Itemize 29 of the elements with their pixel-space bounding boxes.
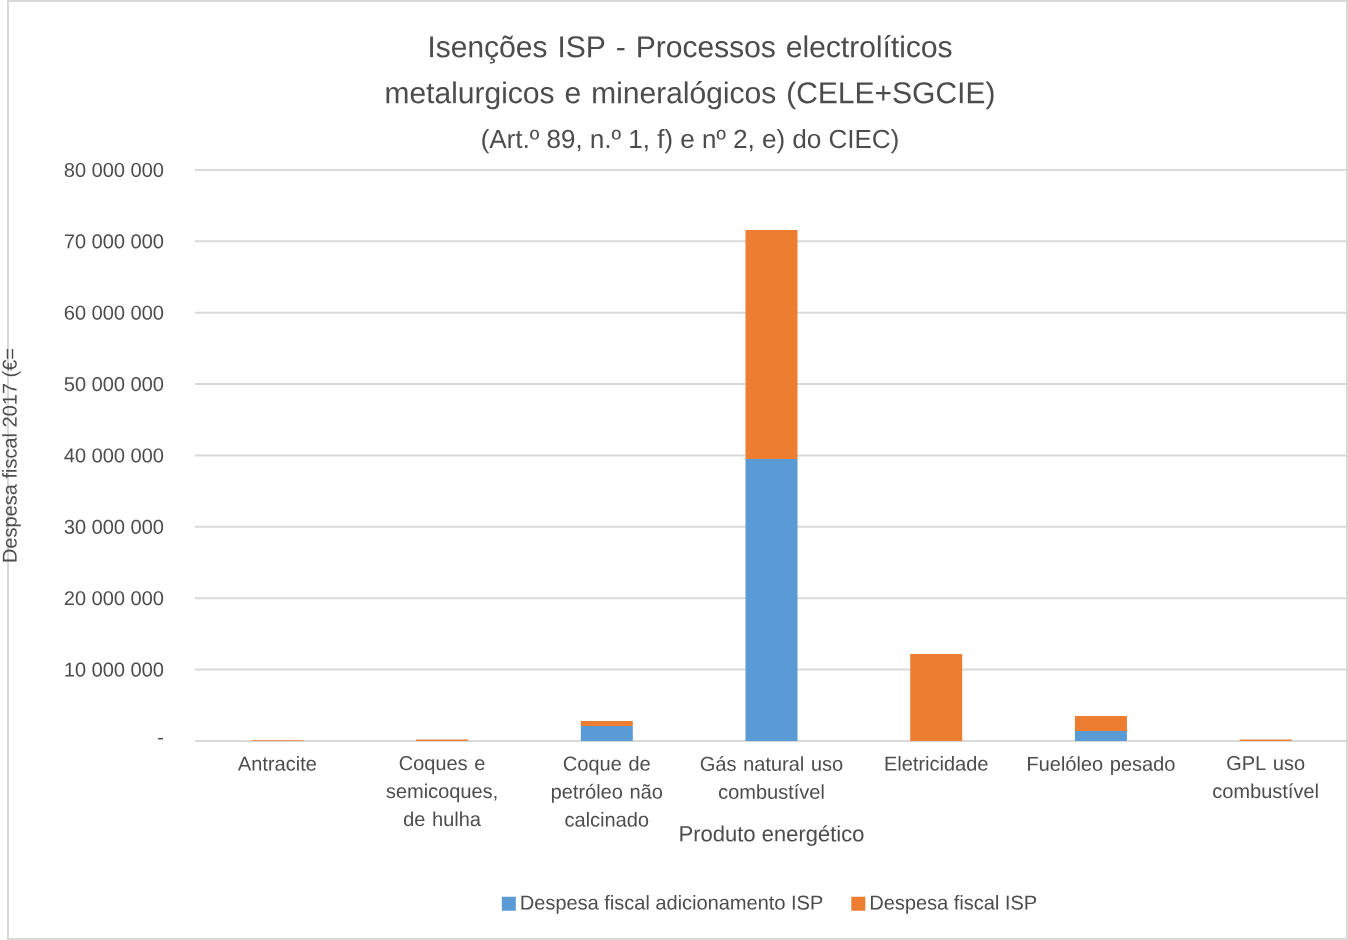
bar	[1074, 716, 1127, 731]
x-tick-label: Antracite	[237, 756, 316, 771]
x-tick-label: Eletricidade	[885, 756, 988, 771]
legend-label: Despesa fiscal ISP	[870, 894, 1037, 914]
y-tick-label: 80 000 000	[64, 162, 164, 178]
y-tick-label: 30 000 000	[64, 519, 164, 534]
x-tick-label: Coques e semicoques, de hulha	[386, 756, 497, 827]
chart-title: Isenções ISP - Processos electrolíticos metalurgicos e mineralógicos (CELE+SGCIE)	[386, 35, 994, 110]
y-tick-label: -	[158, 737, 164, 740]
y-tick-label: 20 000 000	[64, 591, 164, 606]
y-tick-label: 40 000 000	[64, 448, 164, 463]
x-axis-title: Produto energético	[680, 825, 864, 846]
bar	[580, 721, 633, 726]
bar	[1074, 730, 1127, 741]
bar	[580, 726, 633, 741]
x-tick-label: Fuelóleo pesado	[1028, 756, 1175, 775]
bar	[745, 229, 798, 460]
y-axis-title: Despesa fiscal 2017 (€=	[2, 348, 21, 562]
x-tick-label: Coque de petróleo não calcinado	[551, 756, 663, 827]
y-tick-label: 70 000 000	[64, 234, 164, 249]
y-tick-label: 10 000 000	[65, 662, 164, 677]
bar	[910, 653, 963, 741]
y-tick-label: 50 000 000	[64, 377, 164, 392]
chart-subtitle: (Art.º 89, n.º 1, f) e nº 2, e) do CIEC)	[482, 129, 898, 154]
bar	[745, 459, 798, 741]
legend-label: Despesa fiscal adicionamento ISP	[521, 894, 823, 914]
x-tick-label: GPL uso combustível	[1213, 756, 1318, 799]
y-tick-label: 60 000 000	[64, 305, 164, 320]
x-tick-label: Gás natural uso combustível	[700, 756, 843, 799]
